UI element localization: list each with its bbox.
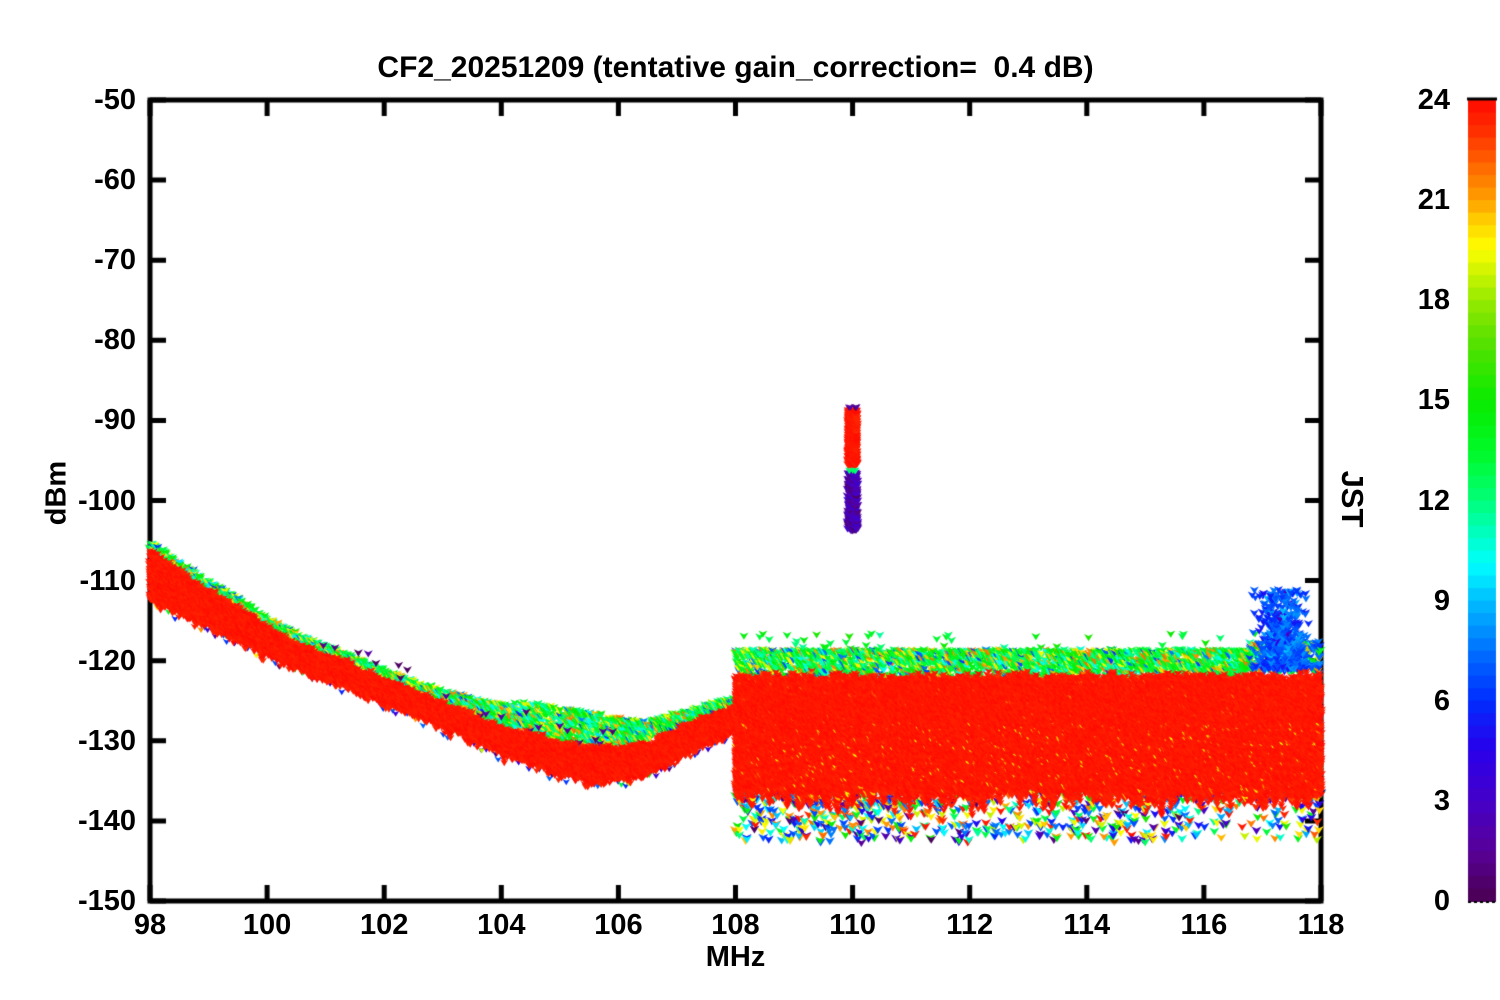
y-tick-label: -70 — [94, 244, 136, 277]
y-tick-label: -80 — [94, 324, 136, 357]
plot-title: CF2_20251209 (tentative gain_correction=… — [377, 51, 1094, 84]
colorbar-label: JST — [1335, 470, 1370, 528]
colorbar-tick-label: 21 — [1417, 184, 1450, 217]
x-tick-label: 98 — [133, 909, 167, 941]
y-tick-label: -100 — [77, 484, 136, 517]
y-tick-label: -50 — [94, 84, 136, 116]
y-tick-label: -130 — [77, 724, 136, 757]
colorbar-tick-label: 18 — [1417, 284, 1450, 317]
x-tick-label: 104 — [477, 909, 526, 941]
y-tick-label: -140 — [77, 804, 136, 837]
colorbar-tick-label: 9 — [1433, 584, 1450, 617]
colorbar-tick-label: 15 — [1417, 384, 1450, 417]
y-tick-label: -60 — [94, 164, 136, 197]
y-tick-label: -150 — [77, 885, 136, 917]
x-axis-label: MHz — [705, 941, 766, 973]
colorbar-tick-label: 24 — [1417, 84, 1450, 116]
x-tick-label: 116 — [1180, 909, 1228, 941]
colorbar-tick-label: 12 — [1417, 484, 1450, 517]
x-tick-label: 118 — [1297, 909, 1345, 941]
y-tick-label: -90 — [94, 404, 136, 437]
x-tick-label: 108 — [711, 909, 760, 941]
colorbar-tick-label: 6 — [1433, 684, 1450, 717]
x-tick-label: 106 — [594, 909, 643, 941]
x-tick-label: 110 — [829, 909, 876, 941]
y-tick-label: -110 — [79, 564, 136, 597]
colorbar-tick-label: 3 — [1433, 784, 1450, 817]
x-tick-label: 100 — [242, 909, 292, 941]
x-tick-label: 114 — [1063, 909, 1111, 941]
x-tick-label: 102 — [359, 909, 409, 941]
x-tick-label: 112 — [946, 909, 994, 941]
colorbar-tick-label: 0 — [1433, 885, 1450, 917]
y-tick-label: -120 — [77, 644, 136, 677]
